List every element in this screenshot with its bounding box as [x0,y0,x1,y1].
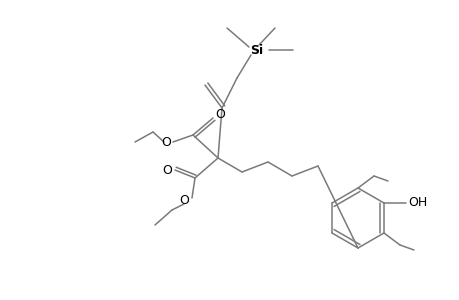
Text: OH: OH [408,196,427,209]
Text: O: O [162,164,172,176]
Text: Si: Si [250,44,263,56]
Text: O: O [179,194,189,208]
Text: O: O [161,136,171,148]
Text: O: O [215,109,224,122]
